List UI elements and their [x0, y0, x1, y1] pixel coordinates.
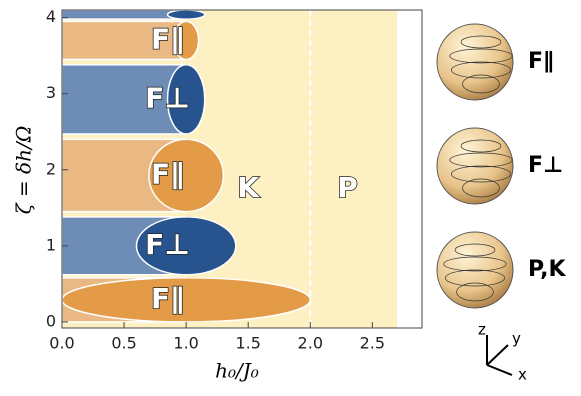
sphere-label: F∥ — [528, 49, 554, 74]
contour — [454, 243, 496, 257]
y-axis-label: ζ = δh/Ω — [12, 126, 36, 215]
axis-z: z — [478, 321, 486, 339]
contour — [456, 282, 494, 302]
axis-x: x — [518, 366, 527, 384]
sphere-label: P,K — [528, 257, 566, 282]
contour — [460, 35, 502, 49]
x-tick-label: 0.0 — [49, 334, 74, 353]
frame — [61, 9, 423, 329]
x-tick-label: 0.5 — [111, 334, 136, 353]
band-label: F∥ — [151, 282, 184, 315]
band-lobe — [172, 21, 200, 60]
y-tick-label: 4 — [46, 7, 56, 26]
x-tick-label: 1.0 — [173, 334, 198, 353]
contour — [460, 139, 502, 153]
contour — [443, 256, 507, 272]
contour — [462, 74, 500, 94]
axis-y: y — [512, 330, 521, 348]
axes-glyph — [486, 335, 513, 376]
contour — [462, 178, 500, 198]
band-label: F⊥ — [145, 228, 190, 261]
band-lobe — [148, 139, 225, 212]
x-tick-label: 1.5 — [235, 334, 260, 353]
x-axis-label: h₀/J₀ — [215, 359, 259, 383]
contour — [445, 269, 505, 287]
band-label: F∥ — [151, 22, 184, 55]
band-left — [61, 64, 187, 135]
region-label: K — [237, 171, 260, 204]
y-tick-label: 3 — [46, 83, 56, 102]
band-lobe — [166, 64, 206, 135]
sphere-label: F⊥ — [528, 153, 563, 178]
x-tick-label: 2.5 — [360, 334, 385, 353]
band-lobe — [166, 10, 206, 20]
y-tick-label: 0 — [46, 311, 56, 330]
y-tick-label: 1 — [46, 235, 56, 254]
region-label: P — [337, 171, 358, 204]
contour — [449, 48, 513, 64]
x-tick-label: 2.0 — [298, 334, 323, 353]
band-label: F⊥ — [145, 81, 190, 114]
y-tick-label: 2 — [46, 159, 56, 178]
contour — [449, 152, 513, 168]
contour — [451, 165, 511, 183]
contour — [451, 61, 511, 79]
band-label: F∥ — [151, 157, 184, 190]
band-lobe — [135, 216, 237, 275]
band-lobe — [62, 277, 311, 322]
